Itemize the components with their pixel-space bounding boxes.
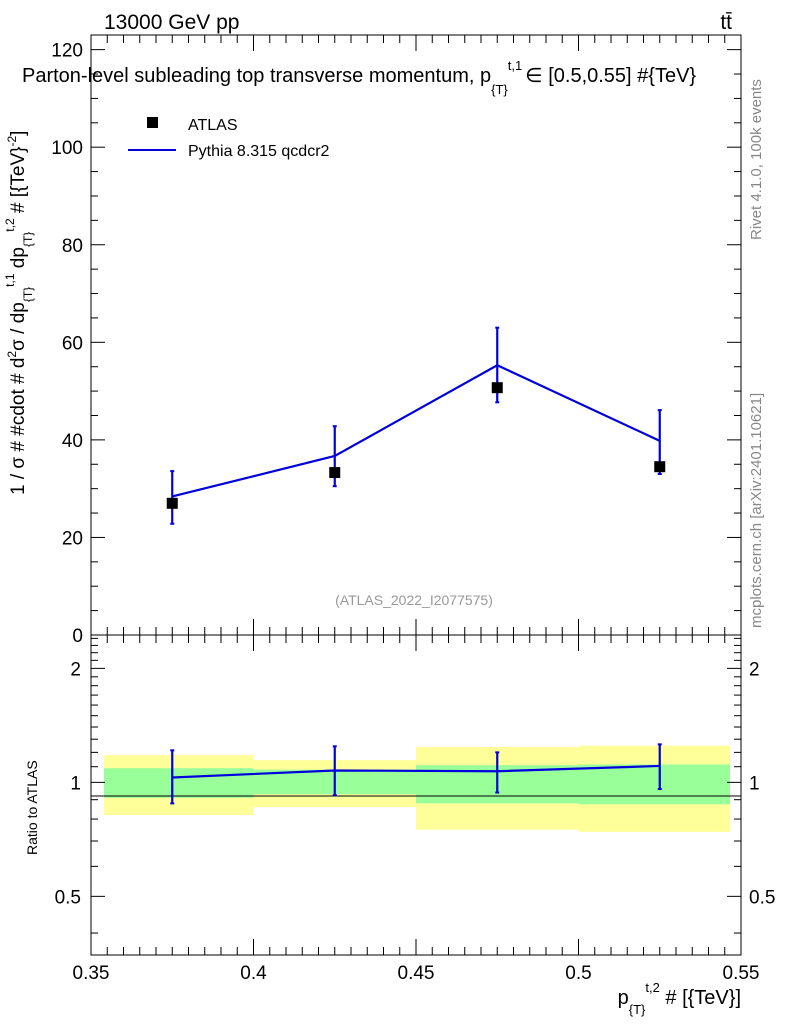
main-y-tick-label: 60 xyxy=(62,333,83,354)
ratio-pythia-line xyxy=(172,764,660,779)
main-plot-panel: 0 20 40 60 80 100 120 (ATLAS_2022_I2077575) Pa… xyxy=(3,34,742,647)
main-y-tick-label: 20 xyxy=(62,528,83,549)
main-y-axis-label: 1 / σ # #cdot # d2σ / dp{T}t,1 dp{T}t,2 … xyxy=(3,131,35,495)
plot-title: Parton-level subleading top transverse m… xyxy=(22,58,696,97)
x-axis: 0.35 0.4 0.45 0.5 0.55 xyxy=(73,635,760,984)
atlas-data-point xyxy=(166,497,178,509)
ratio-y-axis-label: Ratio to ATLAS xyxy=(24,760,40,855)
main-y-tick-label: 40 xyxy=(62,431,83,452)
ratio-plot-panel: 0.5 0.5 1 1 2 2 0.35 0.4 0.45 0.5 0.55 Ratio to A… xyxy=(24,634,775,1017)
x-tick-label: 0.35 xyxy=(73,963,110,984)
legend: ATLAS Pythia 8.315 qcdcr2 xyxy=(128,117,330,160)
process-label: tt̄ xyxy=(720,11,732,34)
ratio-y-axis: 0.5 0.5 1 1 2 2 xyxy=(55,637,775,934)
x-tick-label: 0.55 xyxy=(723,963,760,984)
main-y-axis: 0 20 40 60 80 100 120 xyxy=(51,41,741,647)
analysis-watermark: (ATLAS_2022_I2077575) xyxy=(335,592,493,608)
ratio-y-tick-label-right: 1 xyxy=(749,773,760,794)
x-tick-label: 0.4 xyxy=(240,963,267,984)
main-y-tick-label: 0 xyxy=(72,626,83,647)
ratio-y-tick-label-right: 0.5 xyxy=(749,887,775,908)
main-y-tick-label: 120 xyxy=(51,41,83,62)
ratio-series-layer xyxy=(170,743,662,805)
energy-label: 13000 GeV pp xyxy=(104,11,239,34)
main-series-layer xyxy=(166,326,666,525)
ratio-bands-layer xyxy=(104,745,730,832)
legend-atlas-label: ATLAS xyxy=(188,117,238,134)
ratio-y-tick-label: 0.5 xyxy=(55,887,81,908)
main-y-tick-label: 80 xyxy=(62,236,83,257)
ratio-y-tick-label-right: 2 xyxy=(749,659,760,680)
atlas-data-point xyxy=(329,467,341,479)
mcplots-label: mcplots.cern.ch [arXiv:2401.10621] xyxy=(748,393,765,628)
main-y-tick-label: 100 xyxy=(51,138,83,159)
ratio-inner-band xyxy=(578,764,730,805)
legend-pythia-label: Pythia 8.315 qcdcr2 xyxy=(188,143,330,160)
atlas-data-point xyxy=(654,461,666,473)
pythia-line xyxy=(171,364,661,498)
ratio-y-tick-label: 2 xyxy=(70,659,81,680)
legend-atlas-marker xyxy=(147,117,158,128)
x-axis-label: p{T}t,2 # [{TeV}] xyxy=(618,980,741,1017)
ratio-y-tick-label: 1 xyxy=(70,773,81,794)
x-tick-label: 0.45 xyxy=(398,963,435,984)
ratio-inner-band xyxy=(104,768,254,798)
main-x-ticks xyxy=(90,35,742,635)
atlas-data-point xyxy=(491,382,503,394)
x-tick-label: 0.5 xyxy=(565,963,591,984)
rivet-version-label: Rivet 4.1.0, 100k events xyxy=(748,79,765,240)
